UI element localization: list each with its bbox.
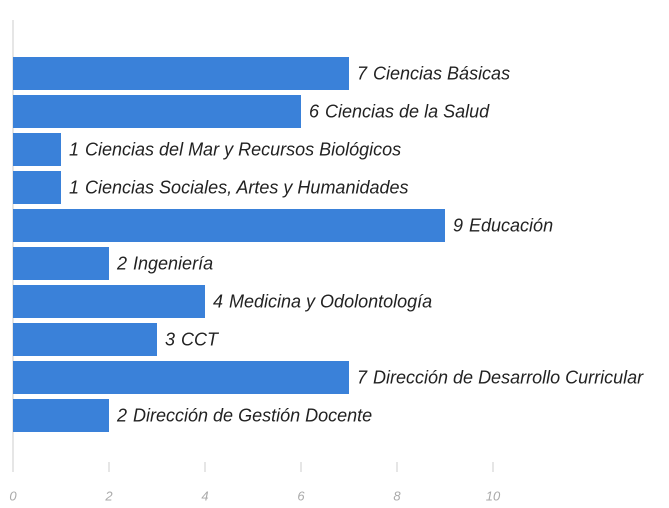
value-label: 1 — [69, 177, 79, 197]
value-label: 7 — [357, 367, 368, 387]
bar-label: 9 Educación — [453, 215, 553, 235]
x-tick-label: 6 — [297, 488, 305, 503]
value-label: 7 — [357, 63, 368, 83]
category-label: Ciencias del Mar y Recursos Biológicos — [85, 139, 401, 159]
bar-label: 6 Ciencias de la Salud — [309, 101, 490, 121]
bar — [13, 171, 61, 204]
x-tick-label: 4 — [201, 488, 208, 503]
bar — [13, 209, 445, 242]
bar — [13, 323, 157, 356]
value-label: 6 — [309, 101, 320, 121]
bar — [13, 95, 301, 128]
bar-label: 4 Medicina y Odolontología — [213, 291, 432, 311]
x-tick-label: 0 — [9, 488, 17, 503]
bar — [13, 57, 349, 90]
bar-label: 2 Ingeniería — [116, 253, 213, 273]
bar-label: 7 Dirección de Desarrollo Curricular — [357, 367, 644, 387]
bar-label: 3 CCT — [165, 329, 220, 349]
x-tick-label: 2 — [104, 488, 113, 503]
x-tick-label: 8 — [393, 488, 401, 503]
category-label: CCT — [181, 329, 220, 349]
bar — [13, 133, 61, 166]
value-label: 4 — [213, 291, 223, 311]
value-label: 3 — [165, 329, 175, 349]
category-label: Ciencias Básicas — [373, 63, 510, 83]
bar — [13, 247, 109, 280]
x-tick-label: 10 — [486, 488, 501, 503]
value-label: 9 — [453, 215, 463, 235]
category-label: Ciencias Sociales, Artes y Humanidades — [85, 177, 408, 197]
category-label: Educación — [469, 215, 553, 235]
category-label: Ciencias de la Salud — [325, 101, 490, 121]
category-label: Ingeniería — [133, 253, 213, 273]
value-label: 2 — [116, 253, 127, 273]
category-label: Dirección de Desarrollo Curricular — [373, 367, 644, 387]
bar — [13, 399, 109, 432]
bar-label: 1 Ciencias del Mar y Recursos Biológicos — [69, 139, 401, 159]
bar-label: 1 Ciencias Sociales, Artes y Humanidades — [69, 177, 409, 197]
bar — [13, 361, 349, 394]
bar-label: 2 Dirección de Gestión Docente — [116, 405, 372, 425]
category-label: Dirección de Gestión Docente — [133, 405, 372, 425]
bar — [13, 285, 205, 318]
value-label: 2 — [116, 405, 127, 425]
category-label: Medicina y Odolontología — [229, 291, 432, 311]
value-label: 1 — [69, 139, 79, 159]
bar-label: 7 Ciencias Básicas — [357, 63, 510, 83]
